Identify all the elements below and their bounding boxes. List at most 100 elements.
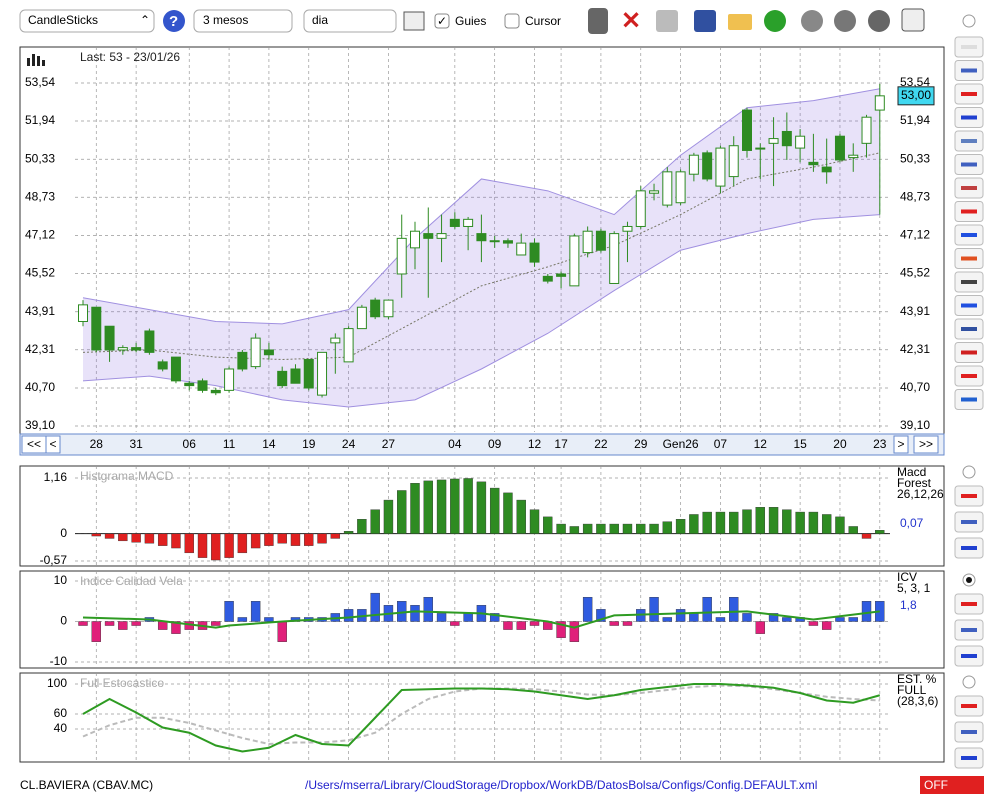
last-value: 1,8	[900, 598, 917, 612]
bar	[224, 601, 234, 622]
candle-body	[396, 237, 407, 275]
config-path: /Users/mserra/Library/CloudStorage/Dropb…	[305, 778, 817, 792]
tool-glyph	[961, 280, 977, 284]
bar	[875, 530, 885, 534]
interval-select[interactable]	[303, 9, 397, 33]
help-button[interactable]	[163, 10, 185, 32]
trash-icon[interactable]	[588, 8, 608, 34]
legend: EST. %	[897, 672, 937, 686]
y-tick-label: 47,12	[25, 228, 55, 242]
candle-body	[436, 233, 447, 239]
radio[interactable]	[962, 675, 976, 689]
signal-line	[82, 610, 880, 629]
tool-glyph	[961, 186, 977, 190]
bar	[463, 613, 473, 622]
candle-body	[649, 190, 660, 194]
legend: (28,3,6)	[897, 694, 938, 708]
radio[interactable]	[962, 14, 976, 28]
settings-icon[interactable]	[868, 10, 890, 32]
sync-icon[interactable]	[801, 10, 823, 32]
chart-type-select[interactable]	[19, 9, 155, 33]
tool-glyph	[961, 139, 977, 143]
tool-glyph	[961, 209, 977, 214]
tool-glyph	[961, 494, 977, 498]
cursor-checkbox[interactable]	[504, 13, 520, 29]
bar	[516, 621, 526, 630]
y-tick-label: 0	[60, 526, 67, 540]
candle-body	[330, 337, 341, 344]
candle-body	[343, 328, 354, 363]
candle-body	[781, 130, 792, 147]
bar	[702, 597, 712, 622]
bar	[118, 533, 128, 542]
tool-glyph	[961, 327, 977, 331]
stoch-line	[82, 683, 881, 753]
symbol: CL.BAVIERA (CBAV.MC)	[20, 778, 153, 792]
radio[interactable]	[962, 465, 976, 479]
candle-body	[210, 389, 221, 394]
candle-body	[144, 330, 155, 353]
bar	[516, 499, 526, 534]
bar	[410, 605, 420, 622]
candle-body	[821, 166, 832, 173]
chart-icon[interactable]	[403, 11, 425, 31]
save-icon[interactable]	[694, 10, 716, 32]
candle-body	[582, 230, 593, 254]
candle-body	[170, 356, 181, 382]
bar	[622, 523, 633, 534]
bar	[118, 621, 128, 630]
refresh-icon[interactable]	[764, 10, 786, 32]
bar	[436, 613, 447, 622]
delete-icon[interactable]: ✕	[621, 7, 641, 34]
last-value: 53,00	[901, 88, 931, 102]
tool-glyph	[961, 397, 977, 402]
candle-body	[410, 230, 420, 249]
bar	[290, 533, 301, 546]
nav-bar	[19, 433, 945, 456]
bar	[343, 609, 354, 622]
bar	[569, 621, 580, 642]
x-tick-label: 07	[714, 437, 728, 451]
candle-body	[131, 347, 142, 351]
x-tick-label: 14	[262, 437, 276, 451]
bar	[715, 617, 726, 622]
candle-body	[635, 190, 646, 227]
bar	[649, 597, 659, 622]
candle-body	[715, 147, 726, 187]
guides-checkbox[interactable]	[434, 13, 450, 29]
bar	[755, 507, 765, 534]
period-select[interactable]	[193, 9, 293, 33]
nav-button[interactable]	[45, 435, 61, 454]
y-tick-label: 43,91	[900, 304, 930, 318]
open-icon[interactable]	[728, 14, 752, 30]
bar	[131, 533, 141, 543]
candle-body	[595, 230, 606, 251]
sidebar	[954, 36, 984, 769]
bar	[489, 487, 500, 534]
candle-body	[728, 145, 739, 178]
y-tick-label: 48,73	[25, 189, 55, 203]
bar	[171, 533, 181, 549]
bar	[861, 601, 872, 622]
bar	[675, 519, 686, 534]
y-tick-label: 10	[54, 573, 68, 587]
y-tick-label: 100	[47, 676, 67, 690]
candle-body	[117, 347, 128, 351]
help-icon: ?	[169, 13, 178, 30]
band-middle	[82, 152, 880, 360]
tool-icon[interactable]	[656, 10, 678, 32]
bar	[782, 617, 792, 622]
bar	[821, 621, 832, 630]
calendar-icon[interactable]	[901, 8, 925, 32]
candle-body	[489, 240, 500, 243]
bar	[489, 613, 500, 622]
nav-button[interactable]	[893, 435, 909, 454]
bar	[304, 533, 314, 546]
bar	[264, 617, 274, 622]
x-tick-label: 24	[342, 437, 356, 451]
currency-icon[interactable]	[834, 10, 856, 32]
candle-body	[370, 299, 381, 318]
bar	[848, 526, 858, 534]
nav-button[interactable]	[913, 435, 939, 454]
